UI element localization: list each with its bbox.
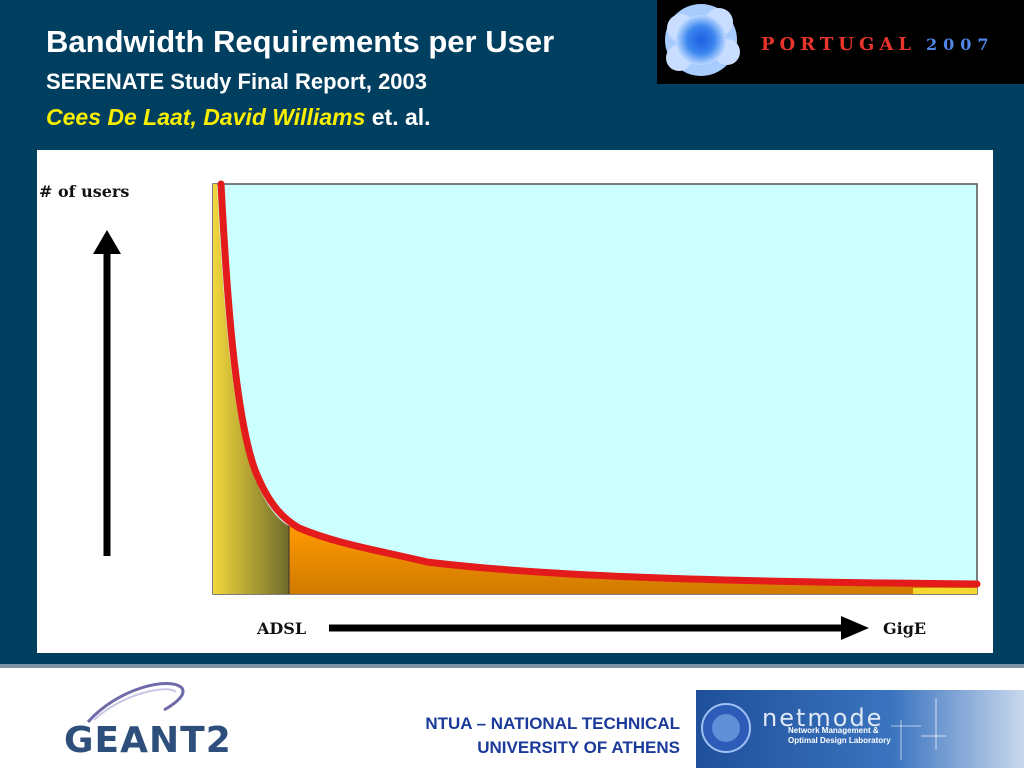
plot-area	[212, 183, 978, 595]
high-bandwidth-area	[289, 526, 977, 594]
y-axis-arrow-head-icon	[93, 230, 121, 254]
x-axis-start-label: ADSL	[256, 619, 306, 638]
bandwidth-diagram-panel: # of users ADSL GigE	[37, 150, 993, 653]
gige-area	[913, 588, 977, 594]
netmode-logo: netmode Network Management & Optimal Des…	[696, 690, 1024, 768]
author-suffix: et. al.	[371, 104, 431, 130]
portugal-country: PORTUGAL	[761, 34, 916, 55]
author-cees-de-laat: Cees De Laat	[46, 104, 191, 130]
portugal-text: PORTUGAL 2007	[761, 34, 994, 55]
geant2-logo: GEANT2	[64, 681, 232, 760]
netmode-subtitle-line-1: Network Management &	[788, 726, 879, 735]
author-david-williams: David Williams	[203, 104, 366, 130]
user-distribution-curve	[217, 180, 981, 588]
netmode-title: netmode	[762, 704, 884, 732]
y-axis-label: # of users	[39, 182, 129, 201]
slide-authors: Cees De Laat, David Williams et. al.	[46, 102, 431, 132]
bandwidth-diagram: # of users ADSL GigE	[39, 180, 981, 640]
netmode-background	[696, 690, 1024, 768]
university-name: NTUA – NATIONAL TECHNICAL UNIVERSITY OF …	[350, 712, 680, 760]
netmode-subtitle-line-2: Optimal Design Laboratory	[788, 736, 891, 745]
netmode-subtitle: Network Management & Optimal Design Labo…	[788, 726, 891, 746]
portugal-year: 2007	[925, 35, 995, 54]
x-axis-arrow-head-icon	[841, 616, 869, 640]
geant2-logo-text: GEANT2	[64, 720, 232, 760]
x-axis-end-label: GigE	[883, 619, 926, 638]
slide-subtitle: SERENATE Study Final Report, 2003	[46, 69, 428, 94]
portugal-2007-banner: PORTUGAL 2007	[657, 0, 1024, 84]
university-line-1: NTUA – NATIONAL TECHNICAL	[425, 714, 680, 733]
footer-divider	[0, 664, 1024, 668]
author-separator: ,	[190, 104, 197, 130]
university-line-2: UNIVERSITY OF ATHENS	[477, 738, 680, 757]
globe-logo-icon	[665, 4, 740, 76]
slide-title: Bandwidth Requirements per User	[46, 24, 555, 59]
early-adopter-area	[213, 184, 289, 594]
